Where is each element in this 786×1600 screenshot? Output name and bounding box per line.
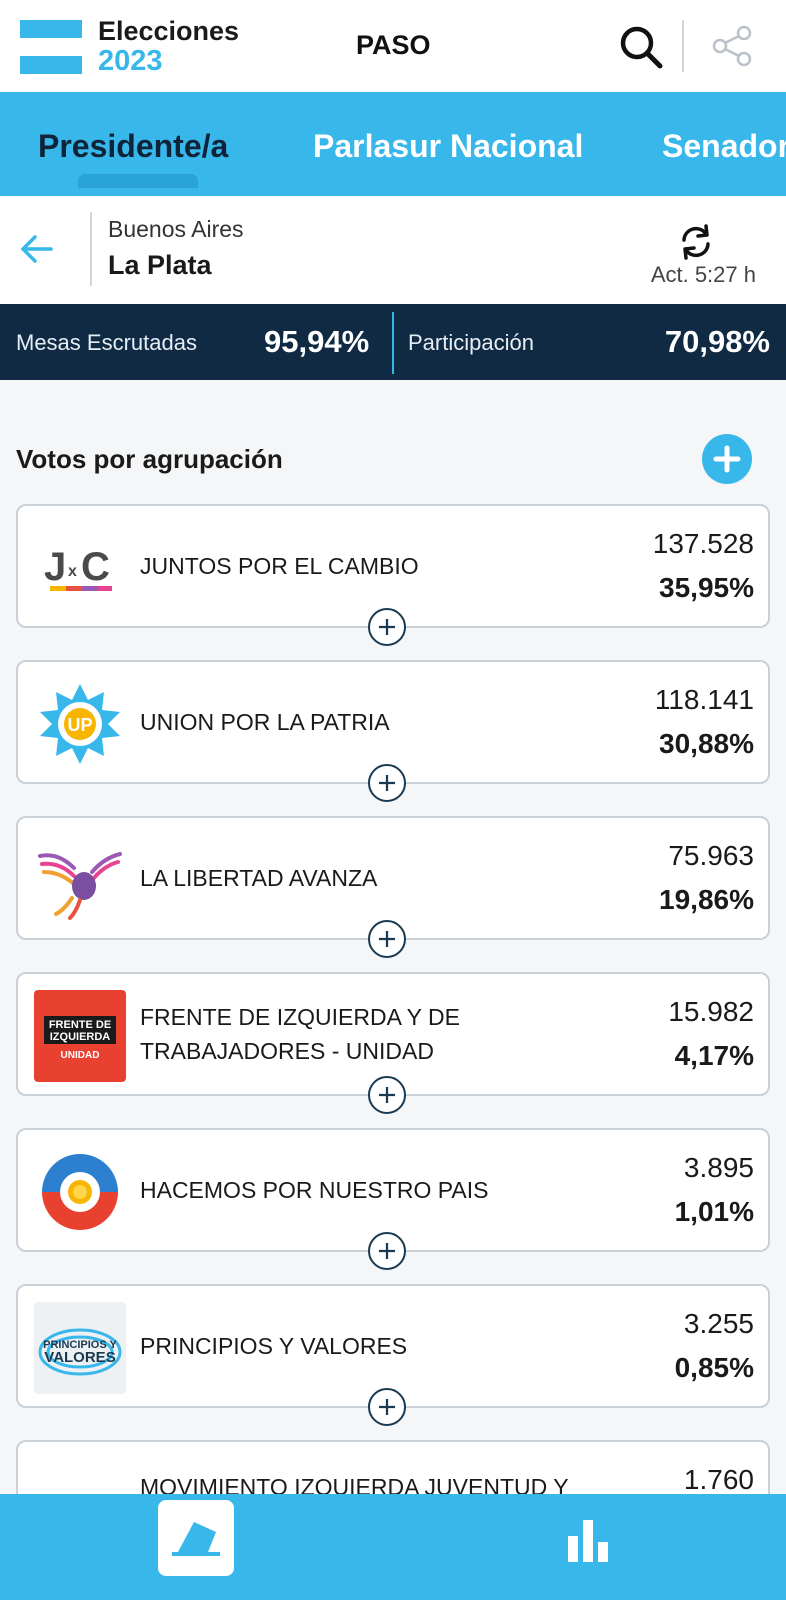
mesas-escrutadas-label: Mesas Escrutadas bbox=[16, 330, 197, 355]
search-icon[interactable] bbox=[618, 24, 664, 70]
jxc-logo: J x C bbox=[44, 545, 112, 591]
refresh-icon[interactable] bbox=[676, 222, 716, 262]
expand-plus-icon[interactable] bbox=[368, 920, 406, 958]
top-header: Elecciones 2023 PASO bbox=[0, 0, 786, 92]
bar-chart-icon[interactable] bbox=[564, 1516, 612, 1564]
party-percent: 0,85% bbox=[674, 1352, 754, 1383]
party-votes: 3.895 bbox=[683, 1152, 754, 1183]
party-name: MOVIMIENTO IZQUIERDA JUVENTUD Y bbox=[140, 1474, 569, 1494]
party-card[interactable]: MOVIMIENTO IZQUIERDA JUVENTUD Y 1.760 bbox=[16, 1440, 770, 1494]
svg-text:C: C bbox=[81, 545, 110, 589]
bottom-navigation bbox=[0, 1494, 786, 1600]
location-divider bbox=[90, 212, 92, 286]
section-title: Votos por agrupación bbox=[16, 444, 283, 474]
party-card[interactable]: J x C JUNTOS POR EL CAMBIO 137.528 35,95… bbox=[16, 504, 770, 646]
category-tabs: Presidente/a Parlasur Nacional Senador bbox=[0, 92, 786, 196]
logo-title: Elecciones bbox=[98, 16, 240, 46]
lla-eagle-logo bbox=[38, 852, 122, 920]
party-card[interactable]: UP UNION POR LA PATRIA 118.141 30,88% bbox=[16, 660, 770, 802]
fit-logo-text-1: FRENTE DE bbox=[49, 1019, 111, 1031]
pyv-logo-text-1: PRINCIPIOS Y bbox=[43, 1339, 117, 1351]
party-votes: 1.760 bbox=[683, 1464, 754, 1494]
ballot-box-icon bbox=[172, 1522, 220, 1556]
party-name: HACEMOS POR NUESTRO PAIS bbox=[140, 1177, 489, 1203]
party-card[interactable]: PRINCIPIOS Y VALORES PRINCIPIOS Y VALORE… bbox=[16, 1284, 770, 1426]
tab-presidente[interactable]: Presidente/a bbox=[38, 128, 229, 164]
logo-year: 2023 bbox=[98, 45, 163, 77]
hacemos-logo bbox=[42, 1154, 118, 1230]
expand-plus-icon[interactable] bbox=[368, 1076, 406, 1114]
expand-plus-icon[interactable] bbox=[368, 608, 406, 646]
tab-parlasur-nacional[interactable]: Parlasur Nacional bbox=[313, 128, 584, 164]
party-name: FRENTE DE IZQUIERDA Y DE TRABAJADORES - … bbox=[140, 1004, 460, 1064]
location-province: Buenos Aires bbox=[108, 216, 244, 242]
expand-plus-icon[interactable] bbox=[368, 1232, 406, 1270]
election-type-title: PASO bbox=[356, 30, 431, 60]
expand-plus-icon[interactable] bbox=[368, 764, 406, 802]
active-tab-indicator bbox=[78, 174, 198, 188]
mesas-escrutadas-value: 95,94% bbox=[264, 324, 370, 359]
header-divider bbox=[682, 20, 684, 72]
party-percent: 1,01% bbox=[674, 1196, 754, 1227]
fit-logo-text-2: IZQUIERDA bbox=[50, 1031, 111, 1043]
party-name: UNION POR LA PATRIA bbox=[140, 709, 390, 735]
stats-separator bbox=[392, 312, 394, 374]
svg-text:J: J bbox=[44, 545, 66, 589]
svg-text:x: x bbox=[68, 563, 77, 580]
back-arrow-icon[interactable] bbox=[18, 230, 56, 268]
party-name: PRINCIPIOS Y VALORES bbox=[140, 1333, 408, 1359]
party-card[interactable]: LA LIBERTAD AVANZA 75.963 19,86% bbox=[16, 816, 770, 958]
tab-senador[interactable]: Senador bbox=[662, 128, 786, 164]
share-icon[interactable] bbox=[710, 24, 754, 68]
party-percent: 30,88% bbox=[659, 728, 754, 759]
party-results-list: J x C JUNTOS POR EL CAMBIO 137.528 35,95… bbox=[0, 500, 786, 1494]
party-votes: 118.141 bbox=[654, 684, 754, 715]
party-votes: 3.255 bbox=[683, 1308, 754, 1339]
party-card[interactable]: FRENTE DE IZQUIERDA UNIDAD FRENTE DE IZQ… bbox=[16, 972, 770, 1114]
participacion-value: 70,98% bbox=[664, 324, 770, 359]
party-percent: 19,86% bbox=[659, 884, 754, 915]
fit-logo: FRENTE DE IZQUIERDA UNIDAD bbox=[34, 990, 126, 1082]
party-name: JUNTOS POR EL CAMBIO bbox=[140, 553, 419, 579]
participacion-label: Participación bbox=[408, 330, 534, 355]
up-logo-text: UP bbox=[67, 715, 92, 735]
expand-plus-icon[interactable] bbox=[368, 1388, 406, 1426]
stats-bar: Mesas Escrutadas 95,94% Participación 70… bbox=[0, 304, 786, 380]
location-bar: Buenos Aires La Plata Act. 5:27 h bbox=[0, 196, 786, 304]
party-votes: 15.982 bbox=[668, 996, 754, 1027]
pyv-logo: PRINCIPIOS Y VALORES bbox=[34, 1302, 126, 1394]
location-city: La Plata bbox=[108, 250, 212, 280]
fit-logo-text-3: UNIDAD bbox=[61, 1050, 100, 1061]
pyv-logo-text-2: VALORES bbox=[44, 1349, 115, 1366]
argentina-flag-logo bbox=[20, 20, 82, 74]
party-percent: 4,17% bbox=[674, 1040, 754, 1071]
party-percent: 35,95% bbox=[659, 572, 754, 603]
last-updated-time: Act. 5:27 h bbox=[650, 262, 756, 287]
party-votes: 137.528 bbox=[652, 528, 754, 559]
up-sun-logo: UP bbox=[40, 684, 120, 764]
expand-all-plus-icon[interactable] bbox=[702, 434, 752, 484]
party-card[interactable]: HACEMOS POR NUESTRO PAIS 3.895 1,01% bbox=[16, 1128, 770, 1270]
party-name: LA LIBERTAD AVANZA bbox=[140, 865, 378, 891]
mijd-logo bbox=[34, 1458, 126, 1494]
party-votes: 75.963 bbox=[668, 840, 754, 871]
nav-vote-button[interactable] bbox=[158, 1500, 234, 1576]
